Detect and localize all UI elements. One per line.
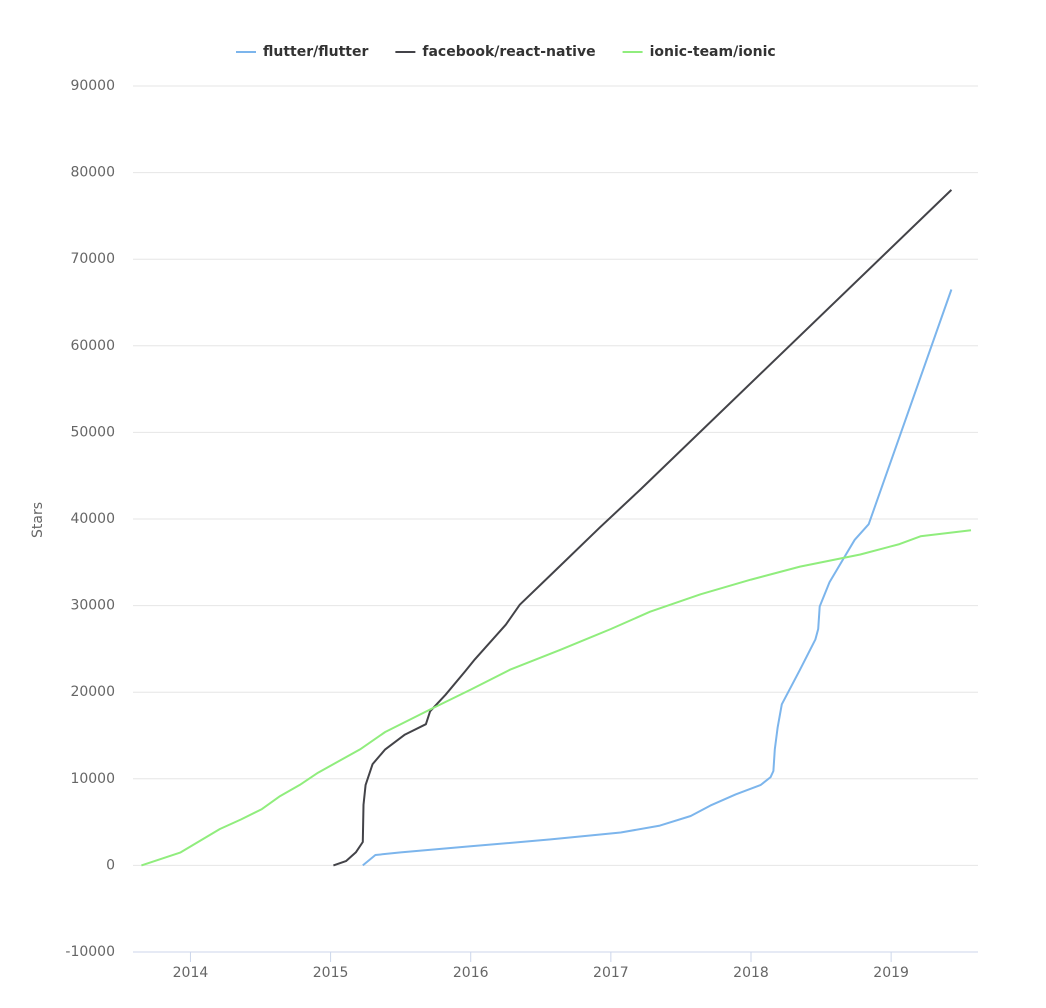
y-tick-label: 0 (106, 857, 115, 873)
y-tick-label: 40000 (70, 511, 115, 527)
x-tick-label: 2016 (453, 965, 489, 981)
y-axis-label: Stars (30, 502, 46, 538)
y-tick-label: 70000 (70, 251, 115, 267)
y-tick-label: 90000 (70, 78, 115, 94)
y-tick-label: 20000 (70, 684, 115, 700)
y-tick-label: 60000 (70, 338, 115, 354)
x-tick-label: 2018 (733, 965, 769, 981)
x-tick-label: 2015 (313, 965, 349, 981)
legend-label: ionic-team/ionic (650, 44, 776, 60)
y-tick-label: -10000 (65, 944, 115, 960)
y-tick-label: 30000 (70, 598, 115, 614)
legend-label: facebook/react-native (422, 44, 595, 60)
series-line (333, 189, 953, 867)
legend-item[interactable]: ionic-team/ionic (622, 44, 776, 60)
y-tick-label: 50000 (70, 424, 115, 440)
x-tick-label: 2019 (873, 965, 909, 981)
legend-item[interactable]: flutter/flutter (236, 44, 368, 60)
series-line (362, 289, 953, 867)
series-line (141, 529, 972, 867)
x-tick-label: 2017 (593, 965, 629, 981)
legend-label: flutter/flutter (263, 44, 368, 60)
legend: flutter/flutter facebook/react-native ioni… (236, 44, 776, 60)
y-tick-label: 80000 (70, 165, 115, 181)
x-tick-label: 2014 (173, 965, 209, 981)
y-tick-label: 10000 (70, 771, 115, 787)
legend-item[interactable]: facebook/react-native (395, 44, 596, 60)
